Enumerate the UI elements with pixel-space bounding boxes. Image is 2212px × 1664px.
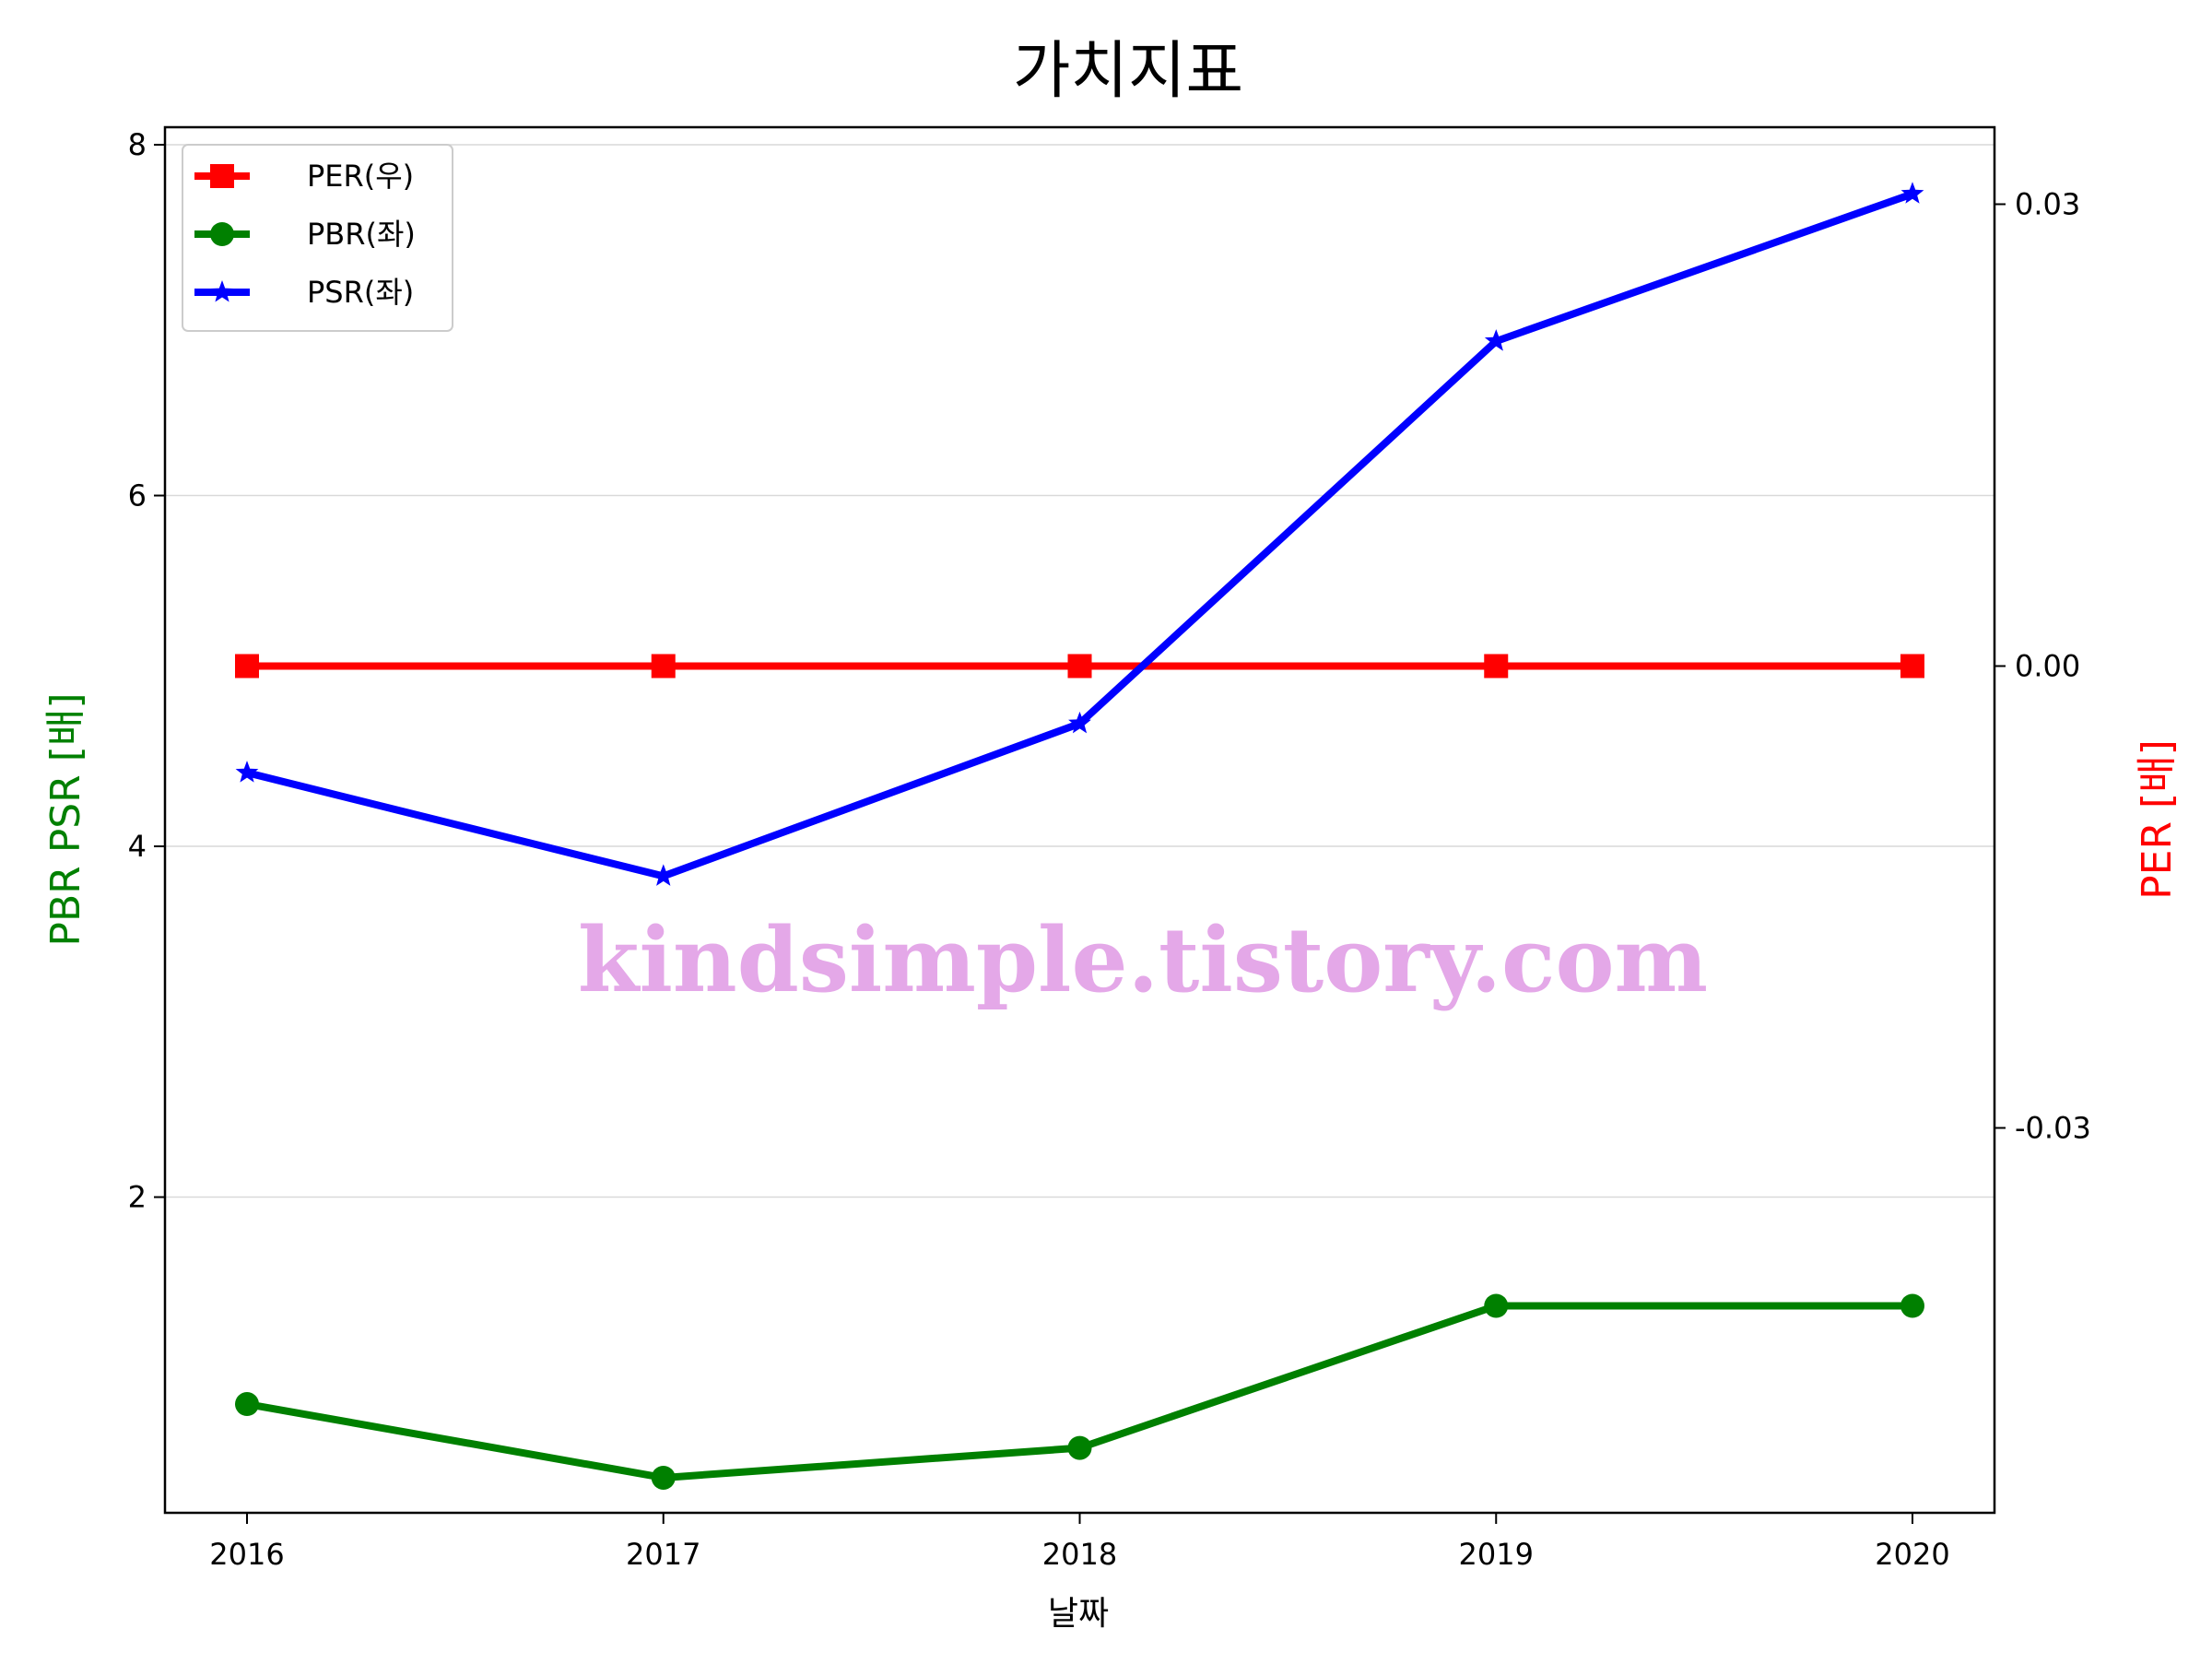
x-tick-label: 2017 [626,1537,700,1572]
x-tick-label: 2018 [1042,1537,1117,1572]
series-line-psr [246,190,1914,880]
legend-marker-pbr [210,222,234,246]
data-point-per [1484,654,1509,679]
x-tick-label: 2020 [1875,1537,1949,1572]
data-point-per [235,654,259,679]
y-left-tick-label: 4 [128,829,147,864]
legend: PER(우) PBR(좌) PSR(좌) [182,144,453,332]
series-layer [235,182,1924,1490]
data-point-psr [1068,711,1091,734]
x-tick-label: 2016 [209,1537,284,1572]
legend-marker-psr [210,280,234,302]
data-point-psr [235,761,259,783]
watermark-text: kindsimple.tistory.com [578,908,1708,1012]
legend-label-per: PER(우) [307,159,414,194]
axes: 2 4 6 8 -0.03 0.00 0.03 2016 2017 2018 2019 2020 [128,127,2091,1572]
data-point-pbr [1067,1435,1092,1460]
legend-item-pbr: PBR(좌) [194,217,416,252]
y-left-tick-label: 2 [128,1180,147,1215]
legend-label-psr: PSR(좌) [307,275,414,310]
y-right-tick-label: 0.00 [2015,649,2080,684]
data-point-psr [1900,182,1924,204]
legend-label-pbr: PBR(좌) [307,217,416,252]
data-point-pbr [1484,1293,1509,1318]
data-point-psr [652,864,676,886]
y-left-tick-label: 6 [128,478,147,513]
data-point-per [1900,654,1924,679]
series-psr [235,182,1924,886]
data-point-pbr [651,1465,676,1490]
grid-lines [165,144,1994,1198]
x-axis-label: 날짜 [1048,1595,1109,1633]
y-axis-right-label: PER [배] [2134,739,2181,900]
data-point-pbr [1900,1293,1924,1318]
legend-marker-per [210,164,234,188]
series-per [235,654,1924,679]
y-right-tick-label: 0.03 [2015,187,2080,222]
data-point-pbr [235,1392,259,1417]
legend-item-psr: PSR(좌) [194,275,414,310]
y-right-tick-label: -0.03 [2015,1111,2091,1146]
series-pbr [235,1293,1924,1490]
data-point-per [651,654,676,679]
y-axis-left-label: PBR PSR [배] [42,692,89,946]
x-tick-label: 2019 [1459,1537,1534,1572]
legend-box [182,144,453,332]
data-point-psr [1484,329,1508,351]
y-left-tick-label: 8 [128,127,147,162]
data-point-per [1067,654,1092,679]
watermark-layer: kindsimple.tistory.com [578,908,1708,1012]
chart-title: 가치지표 [1013,35,1243,108]
legend-item-per: PER(우) [194,159,414,194]
